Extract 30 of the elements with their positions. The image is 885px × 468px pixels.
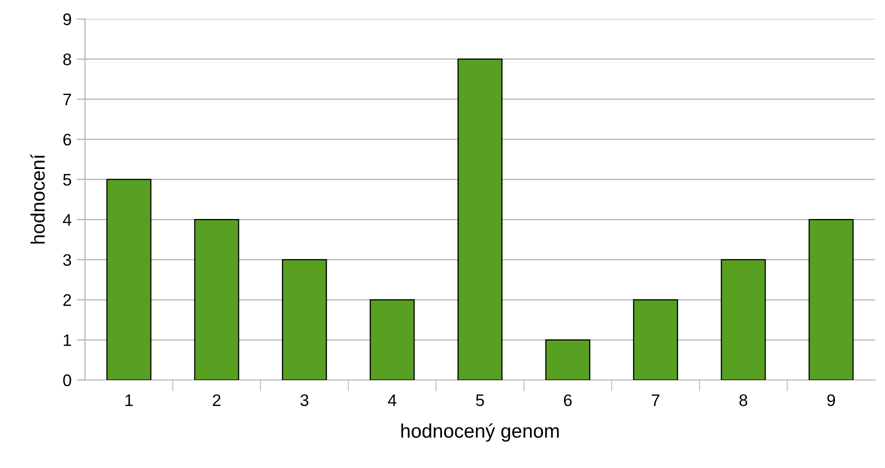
bar bbox=[808, 219, 854, 380]
bar bbox=[282, 259, 327, 380]
x-tick-label: 6 bbox=[564, 394, 572, 406]
x-axis-title: hodnocený genom bbox=[401, 423, 559, 442]
bar bbox=[720, 259, 766, 380]
x-tick-label: 1 bbox=[126, 394, 133, 406]
x-tick-label: 9 bbox=[827, 394, 835, 406]
y-tick-label: 8 bbox=[63, 54, 72, 66]
y-axis-title: hodnocení bbox=[30, 154, 45, 244]
y-tick-label: 6 bbox=[63, 134, 72, 146]
y-tick-label: 0 bbox=[63, 374, 72, 386]
bar bbox=[106, 178, 152, 380]
x-tick-label: 2 bbox=[212, 394, 220, 406]
x-tick-label: 4 bbox=[388, 394, 396, 406]
x-tick-label: 7 bbox=[652, 394, 660, 406]
x-tick-label: 8 bbox=[739, 394, 748, 406]
y-tick-label: 4 bbox=[62, 214, 72, 226]
y-tick-label: 7 bbox=[63, 94, 71, 106]
bar bbox=[194, 219, 240, 380]
bar bbox=[458, 58, 502, 380]
bar bbox=[370, 299, 415, 380]
bar bbox=[633, 299, 678, 380]
y-tick-label: 1 bbox=[64, 334, 71, 346]
y-tick-label: 3 bbox=[63, 254, 72, 266]
x-tick-label: 5 bbox=[476, 394, 484, 406]
y-tick-label: 9 bbox=[63, 13, 72, 26]
y-tick-label: 2 bbox=[63, 294, 71, 306]
y-tick-label: 5 bbox=[63, 174, 72, 186]
bar bbox=[545, 339, 590, 380]
x-tick-label: 3 bbox=[300, 394, 308, 406]
